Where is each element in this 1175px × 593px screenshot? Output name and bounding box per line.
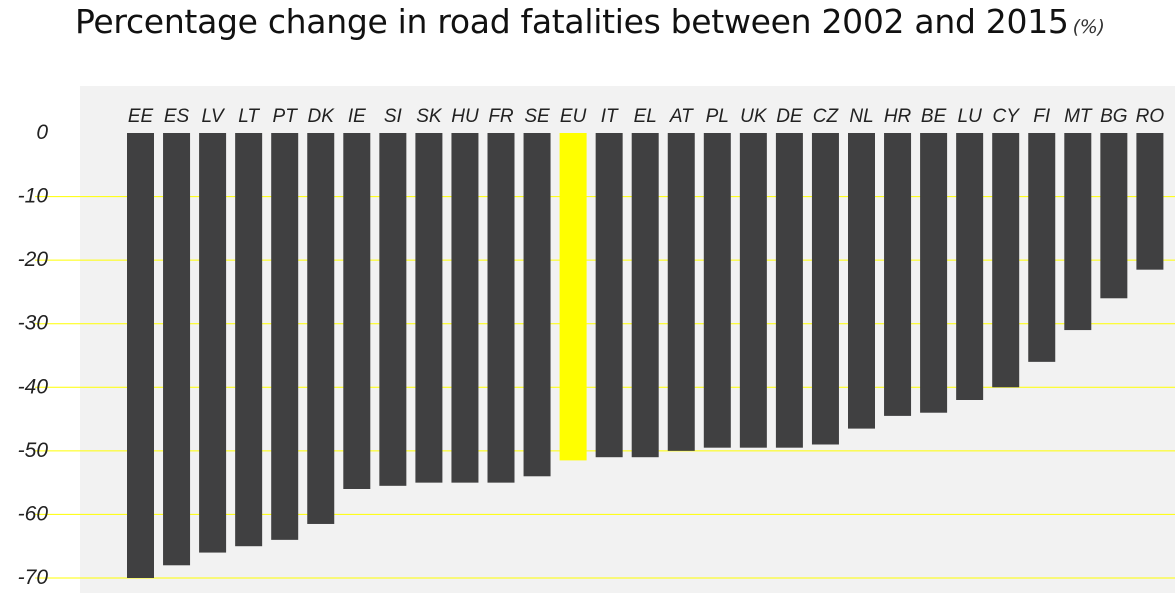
- bar-si: [379, 133, 407, 486]
- category-label-cy: CY: [992, 106, 1020, 127]
- bar-bg: [1100, 133, 1128, 299]
- category-label-fi: FI: [1033, 106, 1051, 127]
- y-tick-label: -60: [18, 502, 49, 525]
- category-label-it: IT: [601, 106, 619, 127]
- y-tick-label: -10: [18, 185, 49, 208]
- bar-dk: [307, 133, 335, 524]
- category-label-hu: HU: [451, 106, 479, 127]
- category-label-es: ES: [164, 106, 190, 127]
- bar-fi: [1028, 133, 1056, 362]
- y-tick-label: -70: [18, 566, 49, 589]
- bar-be: [920, 133, 948, 413]
- bar-nl: [848, 133, 875, 429]
- bar-lt: [235, 133, 263, 547]
- bar-pl: [703, 133, 731, 448]
- bar-mt: [1064, 133, 1092, 331]
- category-label-at: AT: [669, 106, 694, 127]
- bar-ro: [1136, 133, 1164, 270]
- bars: [127, 133, 1164, 578]
- category-label-sk: SK: [416, 106, 443, 127]
- bar-se: [523, 133, 551, 477]
- y-tick-label: -40: [18, 375, 49, 398]
- category-label-ie: IE: [348, 106, 366, 127]
- bar-el: [631, 133, 659, 458]
- category-label-hr: HR: [884, 106, 912, 127]
- bar-cy: [992, 133, 1020, 388]
- category-label-lt: LT: [238, 106, 260, 127]
- category-label-mt: MT: [1064, 106, 1093, 127]
- category-label-de: DE: [776, 106, 803, 127]
- y-tick-label: 0: [36, 121, 48, 144]
- bar-ie: [343, 133, 371, 489]
- bar-fr: [487, 133, 515, 483]
- y-tick-label: -30: [18, 312, 49, 335]
- category-label-fr: FR: [488, 106, 514, 127]
- bar-lu: [956, 133, 984, 400]
- bar-de: [775, 133, 803, 448]
- category-label-se: SE: [524, 106, 550, 127]
- bar-uk: [739, 133, 767, 448]
- category-label-lv: LV: [201, 106, 226, 127]
- category-label-uk: UK: [740, 106, 768, 127]
- chart-title-text: Percentage change in road fatalities bet…: [75, 2, 1069, 41]
- chart-title: Percentage change in road fatalities bet…: [75, 2, 1105, 41]
- bar-at: [667, 133, 695, 451]
- category-label-pl: PL: [706, 106, 729, 127]
- category-label-el: EL: [634, 106, 657, 127]
- category-label-bg: BG: [1100, 106, 1127, 127]
- category-label-nl: NL: [849, 106, 873, 127]
- category-labels: EE ES LV LT PT DK IE SI SK HU FR SE EU IT EL AT PL UK DE CZ…: [128, 106, 1165, 127]
- bar-it: [595, 133, 623, 458]
- y-tick-label: -50: [18, 439, 49, 462]
- category-label-cz: CZ: [813, 106, 840, 127]
- bar-lv: [199, 133, 227, 553]
- category-label-eu: EU: [560, 106, 587, 127]
- category-label-ee: EE: [128, 106, 154, 127]
- y-tick-label: -20: [18, 248, 49, 271]
- bar-hu: [451, 133, 479, 483]
- category-label-ro: RO: [1136, 106, 1165, 127]
- bar-ee: [127, 133, 154, 578]
- bar-sk: [415, 133, 443, 483]
- category-label-pt: PT: [273, 106, 299, 127]
- category-label-lu: LU: [958, 106, 983, 127]
- category-label-dk: DK: [308, 106, 336, 127]
- bar-eu: [559, 133, 587, 461]
- category-label-si: SI: [384, 106, 403, 127]
- bar-es: [163, 133, 191, 566]
- bar-pt: [271, 133, 299, 540]
- y-axis-ticks: 0 -10 -20 -30 -40 -50 -60 -70: [18, 121, 49, 589]
- bar-hr: [884, 133, 912, 416]
- category-label-be: BE: [921, 106, 947, 127]
- chart-unit: (%): [1072, 16, 1105, 38]
- bar-cz: [811, 133, 839, 445]
